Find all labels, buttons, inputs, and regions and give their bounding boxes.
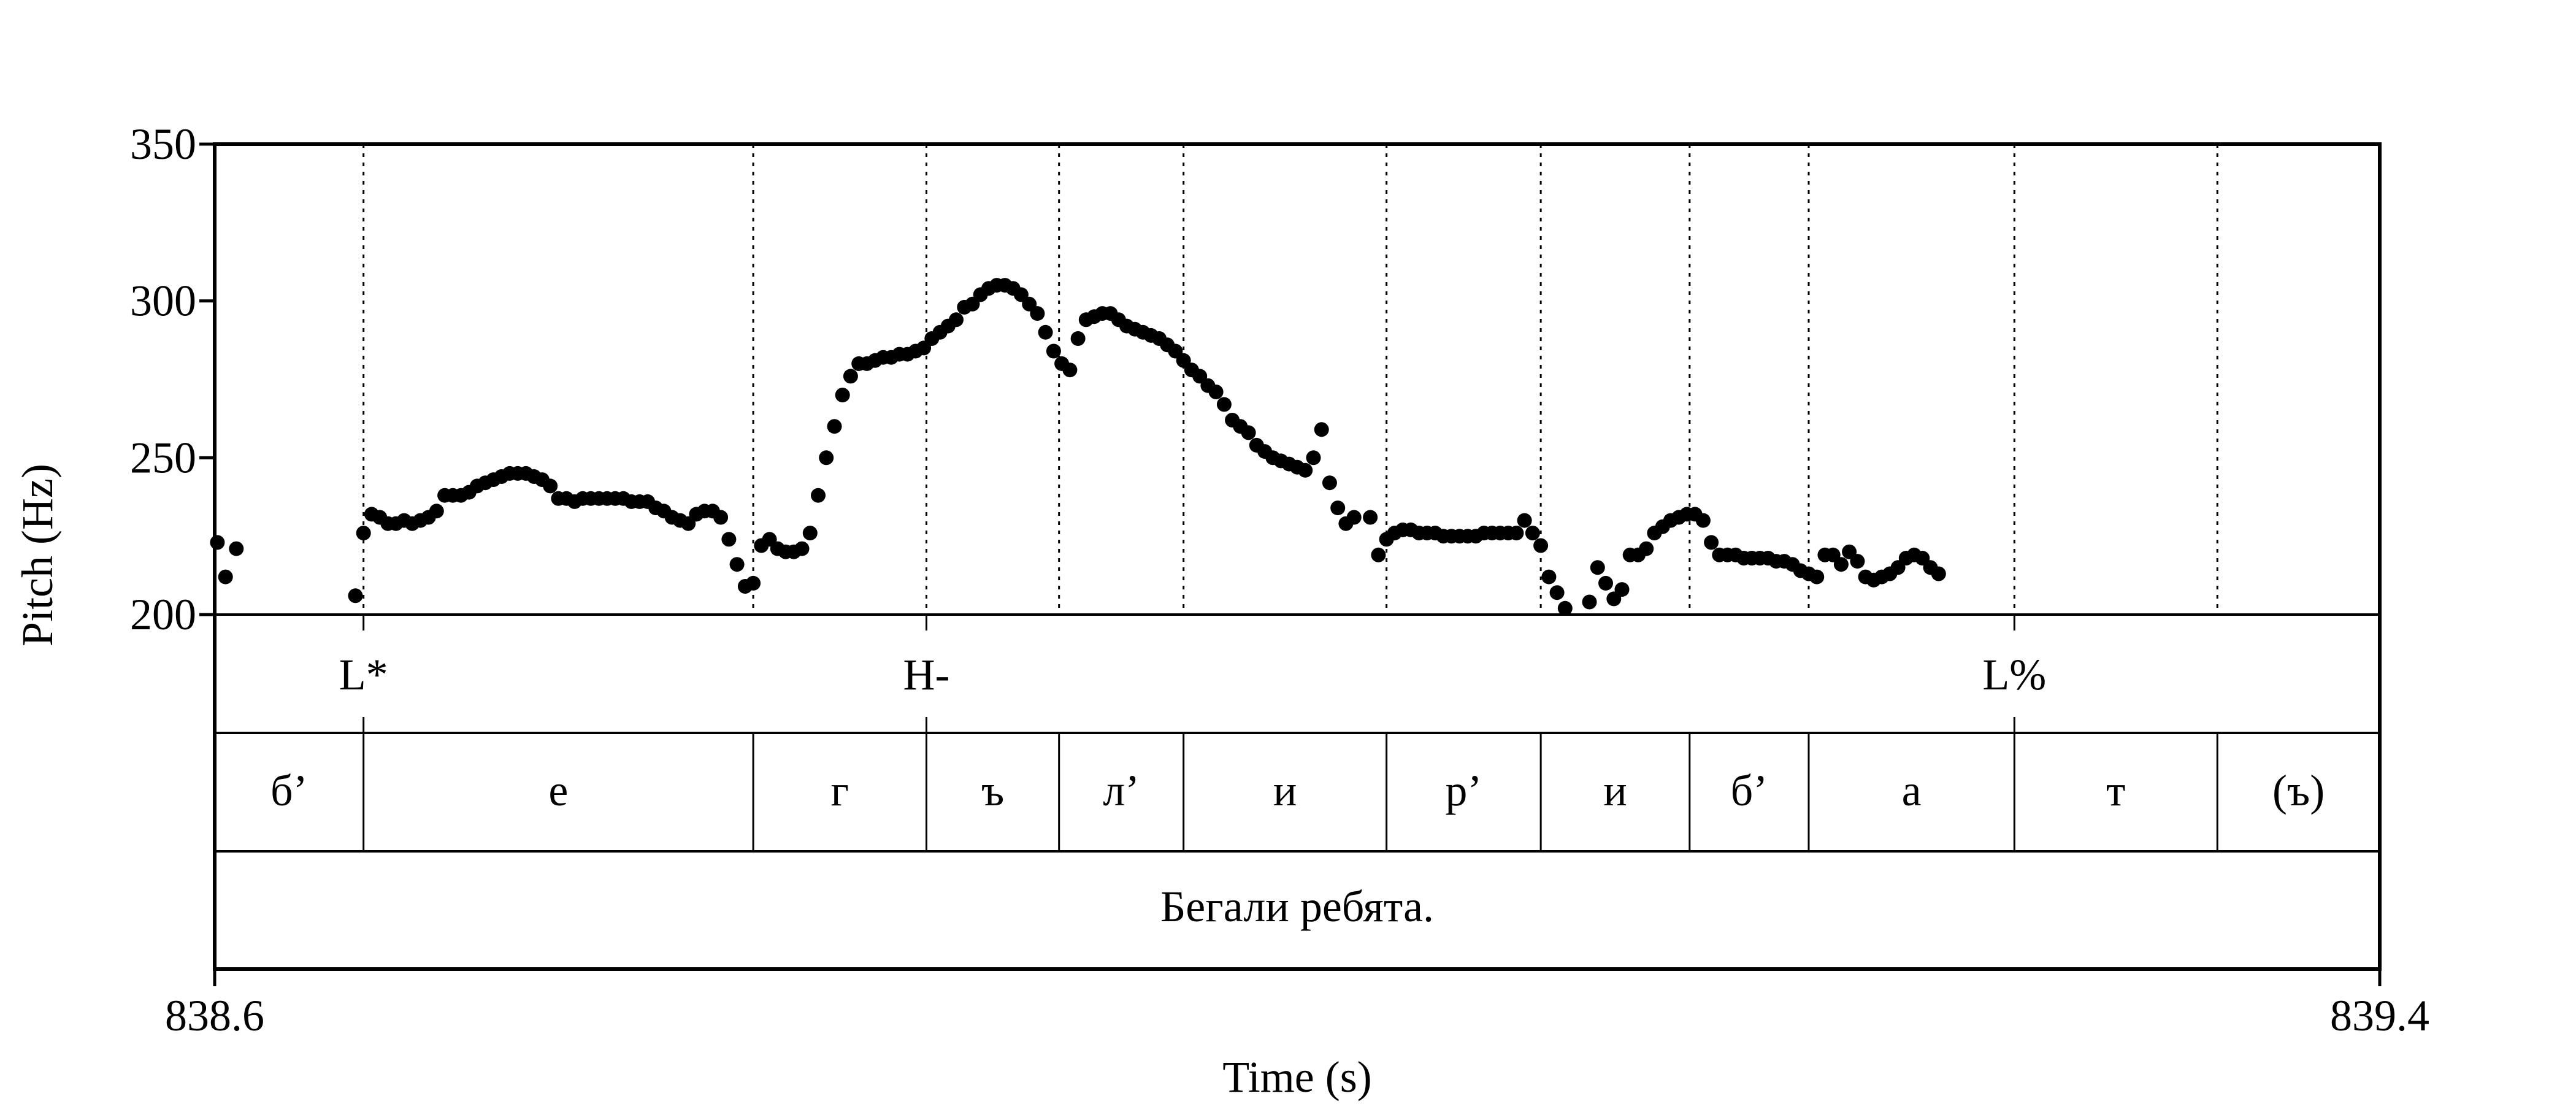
pitch-point — [794, 541, 810, 556]
pitch-point — [1330, 500, 1346, 516]
pitch-point — [802, 526, 818, 541]
pitch-series — [210, 278, 1946, 616]
segment-label: ъ — [981, 766, 1004, 815]
pitch-point — [1590, 560, 1605, 575]
pitch-point — [746, 575, 761, 591]
pitch-point — [843, 369, 858, 384]
segment-label: т — [2106, 766, 2125, 815]
x-tick-label: 839.4 — [2330, 991, 2429, 1040]
y-axis: 350 300 250 200 — [130, 120, 215, 639]
pitch-point — [1314, 422, 1329, 437]
pitch-point — [1046, 343, 1061, 359]
pitch-point — [210, 535, 225, 550]
pitch-point — [1363, 510, 1378, 525]
pitch-point — [819, 450, 834, 466]
segment-label: б’ — [1731, 766, 1768, 815]
y-tick-label: 350 — [130, 120, 196, 169]
pitch-point — [1639, 541, 1654, 556]
segment-label: г — [831, 766, 849, 815]
segment-label: (ъ) — [2272, 766, 2325, 815]
y-axis-title: Pitch (Hz) — [13, 464, 62, 646]
pitch-point — [1931, 566, 1946, 581]
plot-frame — [213, 142, 2382, 971]
y-tick-label: 250 — [130, 433, 196, 482]
pitch-point — [729, 557, 745, 572]
segment-label: и — [1273, 766, 1297, 815]
pitch-point — [949, 312, 964, 328]
tier-separators — [215, 613, 2380, 853]
segment-tier: б’ е г ъ л’ и р’ и б’ а т (ъ) — [270, 766, 2325, 815]
y-tick-label: 300 — [130, 277, 196, 326]
boundary-lines — [362, 144, 2218, 851]
pitch-point — [1598, 575, 1613, 591]
segment-label: а — [1902, 766, 1922, 815]
pitch-point — [429, 504, 444, 519]
pitch-point — [1549, 585, 1565, 600]
pitch-point — [827, 419, 842, 434]
pitch-point — [1541, 569, 1557, 585]
pitch-point — [1614, 582, 1630, 597]
pitch-point — [1208, 385, 1224, 399]
pitch-point — [1030, 306, 1045, 321]
y-tick-label: 200 — [130, 590, 196, 639]
tone-label: H- — [903, 650, 949, 699]
segment-label: е — [548, 766, 568, 815]
pitch-point — [1704, 535, 1719, 550]
pitch-point — [1517, 513, 1532, 528]
pitch-point — [1582, 594, 1597, 610]
tone-tier: L* H- L% — [339, 650, 2047, 699]
pitch-point — [1809, 569, 1825, 585]
x-axis-title: Time (s) — [1222, 1052, 1371, 1102]
pitch-point — [1322, 475, 1337, 491]
pitch-point — [1062, 362, 1078, 378]
segment-label: р’ — [1445, 766, 1482, 815]
tone-label: L% — [1982, 650, 2046, 699]
pitch-point — [1216, 397, 1232, 412]
pitch-point — [1346, 510, 1362, 525]
pitch-point — [1371, 547, 1386, 562]
pitch-point — [835, 388, 850, 403]
x-axis: 838.6 839.4 — [165, 969, 2429, 1040]
pitch-point — [356, 526, 371, 541]
pitch-point — [1306, 450, 1321, 466]
x-tick-label: 838.6 — [165, 991, 264, 1040]
segment-label: и — [1603, 766, 1627, 815]
pitch-point — [1695, 513, 1711, 528]
pitch-point — [721, 532, 737, 547]
tone-label: L* — [339, 650, 388, 699]
pitch-point — [1298, 462, 1313, 478]
pitch-point — [1525, 526, 1540, 541]
pitch-point — [713, 510, 729, 525]
pitch-point — [348, 588, 363, 604]
sentence-label: Бегали ребята. — [1160, 882, 1434, 931]
pitch-point — [1241, 425, 1256, 440]
pitch-point — [1070, 331, 1086, 346]
pitch-point — [218, 569, 233, 585]
pitch-point — [543, 478, 558, 494]
pitch-point — [1509, 526, 1524, 541]
segment-label: л’ — [1103, 766, 1140, 815]
pitch-point — [1533, 538, 1549, 553]
pitch-point — [1850, 554, 1865, 569]
pitch-point — [1557, 600, 1573, 616]
segment-label: б’ — [270, 766, 308, 815]
pitch-point — [1833, 557, 1849, 572]
pitch-point — [1038, 324, 1053, 340]
pitch-point — [229, 541, 244, 556]
pitch-point — [811, 488, 826, 503]
